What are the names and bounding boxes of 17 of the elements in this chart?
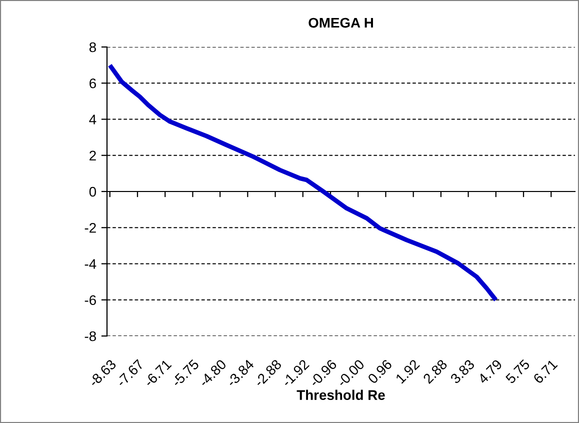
y-tick-label: 2 bbox=[90, 150, 96, 160]
y-tick-label: -6 bbox=[84, 295, 96, 306]
x-axis-title: Threshold Re bbox=[296, 390, 385, 400]
y-tick-label: -2 bbox=[84, 222, 96, 233]
chart-title: OMEGA H bbox=[308, 18, 373, 28]
y-tick-label: 0 bbox=[89, 186, 96, 197]
y-tick-label: 8 bbox=[89, 42, 96, 52]
y-tick-label: -4 bbox=[84, 259, 96, 269]
y-tick-label: 4 bbox=[89, 114, 96, 124]
y-tick-label: -8 bbox=[84, 331, 96, 342]
x-tick-label: 0.96 bbox=[367, 358, 393, 384]
line-series bbox=[108, 63, 498, 302]
y-tick-label: 6 bbox=[90, 78, 96, 88]
x-tick-label: 5.75 bbox=[505, 358, 530, 384]
x-tick-label: 6.71 bbox=[532, 358, 558, 384]
x-tick-label: 3.83 bbox=[450, 358, 476, 384]
x-tick-label: 4.79 bbox=[477, 358, 503, 384]
